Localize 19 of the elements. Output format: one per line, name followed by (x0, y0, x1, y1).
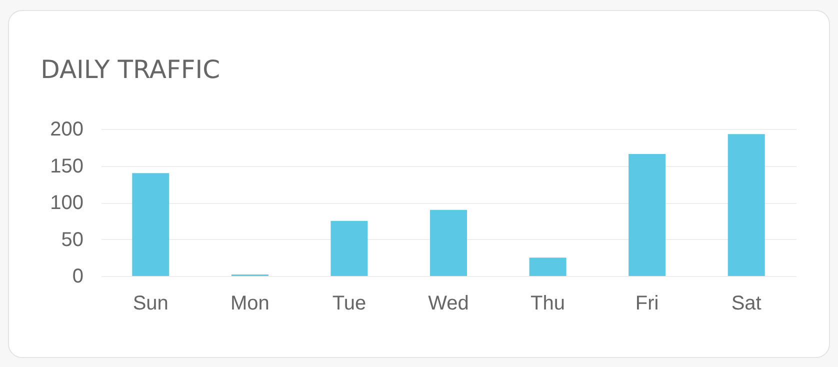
x-tick-label: Sat (731, 292, 762, 314)
y-tick-label: 100 (50, 192, 84, 214)
bar (628, 154, 666, 276)
bar (132, 173, 170, 276)
y-tick-label: 150 (50, 155, 84, 178)
x-tick-label: Sun (132, 292, 168, 314)
y-tick-label: 0 (72, 266, 84, 288)
chart-title: DAILY TRAFFIC (40, 55, 220, 84)
bar (529, 258, 566, 276)
y-tick-label: 200 (50, 118, 84, 140)
x-tick-label: Tue (332, 292, 366, 314)
x-tick-label: Fri (635, 292, 659, 314)
x-tick-label: Wed (428, 292, 469, 314)
y-tick-label: 50 (61, 228, 84, 251)
bar (430, 210, 467, 276)
bar (728, 134, 765, 276)
bar (330, 220, 368, 276)
x-tick-label: Mon (230, 292, 270, 314)
x-tick-label: Thu (530, 292, 566, 314)
